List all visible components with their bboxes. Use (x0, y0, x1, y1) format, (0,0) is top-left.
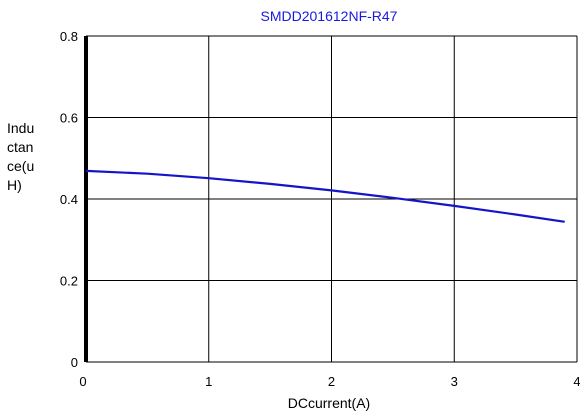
chart-title: SMDD201612NF-R47 (261, 8, 398, 24)
x-tick-label: 2 (328, 374, 335, 389)
y-tick-label: 0.2 (60, 274, 78, 289)
y-tick-label: 0 (71, 355, 78, 370)
series-line (85, 169, 565, 223)
series-group (85, 169, 565, 223)
y-axis-title: Indu ctan ce(u H) (7, 120, 34, 193)
grid-lines (84, 35, 578, 363)
tick-labels: 0 1 2 3 4 0 0.2 0.4 0.6 0.8 (60, 29, 580, 389)
y-axis-title-line: Indu (7, 120, 34, 136)
y-axis-title-line: ce(u (7, 158, 34, 174)
y-tick-label: 0.4 (60, 192, 78, 207)
x-tick-label: 0 (79, 374, 86, 389)
x-tick-label: 4 (573, 374, 580, 389)
y-axis-title-line: H) (7, 177, 22, 193)
x-tick-label: 1 (205, 374, 212, 389)
y-tick-label: 0.8 (60, 29, 78, 44)
x-axis-title: DCcurrent(A) (288, 395, 370, 411)
y-axis-title-line: ctan (7, 139, 33, 155)
x-tick-label: 3 (451, 374, 458, 389)
y-tick-label: 0.6 (60, 111, 78, 126)
